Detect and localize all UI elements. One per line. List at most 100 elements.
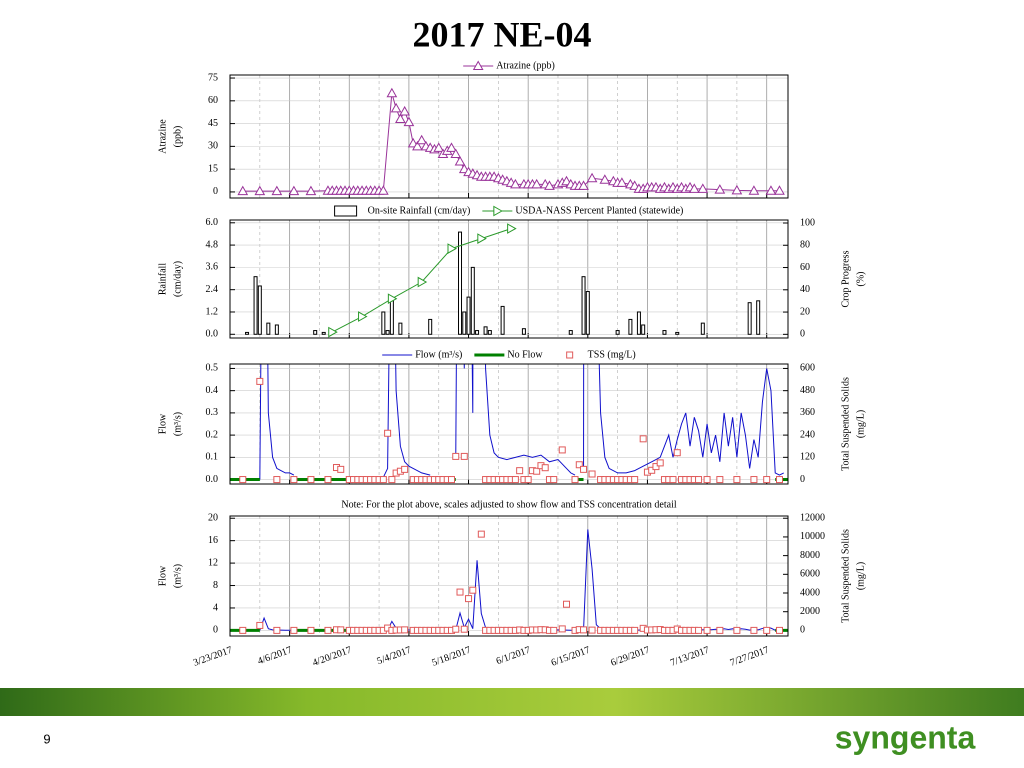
marker <box>403 116 415 127</box>
y2-tick-label: 240 <box>800 429 815 440</box>
marker <box>452 452 460 460</box>
marker <box>733 626 741 634</box>
bar <box>475 330 480 335</box>
bar <box>747 302 752 335</box>
marker <box>254 185 266 196</box>
marker <box>733 476 741 484</box>
marker <box>447 476 455 484</box>
y2-tick-label: 6000 <box>800 569 820 580</box>
y-axis-label: Flow <box>157 565 168 586</box>
y-tick-label: 12 <box>208 557 218 568</box>
bar <box>675 331 680 335</box>
marker <box>472 60 484 70</box>
y-axis-label: Atrazine <box>157 119 168 154</box>
panel: 0.0 1.2 2.4 3.6 4.8 6.0 0 20 40 60 80 100 Rainfall (c… <box>157 205 866 339</box>
bar <box>428 318 433 335</box>
bar <box>466 296 471 335</box>
marker <box>477 233 487 244</box>
marker <box>288 185 300 196</box>
marker <box>631 626 639 634</box>
marker <box>748 185 760 195</box>
series-layer <box>237 87 785 196</box>
marker <box>271 185 283 196</box>
logo: syngenta <box>835 719 976 755</box>
y2-tick-label: 8000 <box>800 550 820 561</box>
x-tick-label: 4/20/2017 <box>311 645 353 669</box>
marker <box>616 177 628 187</box>
y2-tick-label: 12000 <box>800 513 825 524</box>
x-tick-label: 5/4/2017 <box>376 645 413 667</box>
y2-tick-label: 4000 <box>800 587 820 598</box>
marker <box>477 530 485 538</box>
y2-axis-label: (%) <box>855 272 866 287</box>
marker <box>456 588 464 596</box>
bar <box>458 231 463 335</box>
bar <box>500 305 505 335</box>
y2-axis-label: Total Suspended Solids <box>840 377 851 471</box>
y2-tick-label: 80 <box>800 240 810 251</box>
bar <box>628 318 633 335</box>
y2-axis-label: Total Suspended Solids <box>840 529 851 623</box>
frame <box>229 74 789 199</box>
marker <box>648 466 656 474</box>
marker <box>558 625 566 633</box>
y-tick-label: 60 <box>208 95 218 106</box>
y-tick-label: 0.2 <box>206 429 219 440</box>
bar <box>641 324 646 335</box>
marker <box>412 140 423 151</box>
marker <box>750 626 758 634</box>
y2-tick-label: 20 <box>800 306 810 317</box>
marker <box>460 625 468 633</box>
marker <box>290 626 298 634</box>
y-tick-label: 4.8 <box>206 239 219 250</box>
bar <box>462 311 467 335</box>
marker <box>731 184 743 195</box>
bar <box>245 331 250 335</box>
legend-label: Flow (m³/s) <box>415 349 462 360</box>
y-axis-label: (cm/day) <box>172 261 183 297</box>
marker <box>599 174 611 184</box>
marker <box>290 476 298 484</box>
marker <box>563 600 571 608</box>
marker <box>716 476 724 484</box>
marker <box>307 626 315 634</box>
legend-label: USDA-NASS Percent Planted (statewide) <box>515 205 683 216</box>
marker <box>447 243 458 254</box>
panel: 0.0 0.1 0.2 0.3 0.4 0.5 0 120 240 360 480 600 Flow (m… <box>157 349 866 485</box>
y2-tick-label: 0 <box>800 329 805 340</box>
bar <box>389 300 394 335</box>
panel: 3/23/2017 4/6/2017 4/20/2017 5/4/2017 5/18/2… <box>157 499 866 669</box>
legend: Flow (m³/s) No Flow TSS (mg/L) <box>382 349 636 360</box>
marker <box>652 463 660 471</box>
marker <box>524 476 532 484</box>
marker <box>697 183 709 193</box>
bar <box>521 328 526 335</box>
y-tick-label: 15 <box>208 163 218 174</box>
bar <box>581 276 586 335</box>
plot-area <box>230 220 788 338</box>
y-tick-label: 0.0 <box>206 329 219 340</box>
y2-tick-label: 100 <box>800 217 815 228</box>
marker <box>469 586 477 594</box>
marker <box>273 626 281 634</box>
marker <box>256 621 264 629</box>
marker <box>566 351 574 359</box>
y-tick-label: 20 <box>208 513 218 524</box>
series-layer <box>230 364 788 484</box>
y-tick-label: 0.5 <box>206 363 219 374</box>
marker <box>588 470 596 478</box>
marker <box>516 467 524 475</box>
y-tick-label: 0.0 <box>206 474 219 485</box>
marker <box>544 180 555 190</box>
marker <box>401 626 409 634</box>
marker <box>273 476 281 484</box>
marker <box>511 476 519 484</box>
y2-axis-label: (mg/L) <box>855 410 866 438</box>
y-tick-label: 0 <box>213 625 218 636</box>
marker <box>379 476 387 484</box>
y-tick-label: 16 <box>208 535 218 546</box>
line <box>259 364 784 480</box>
marker <box>416 134 428 145</box>
legend-label: No Flow <box>507 349 543 360</box>
marker <box>673 449 681 457</box>
